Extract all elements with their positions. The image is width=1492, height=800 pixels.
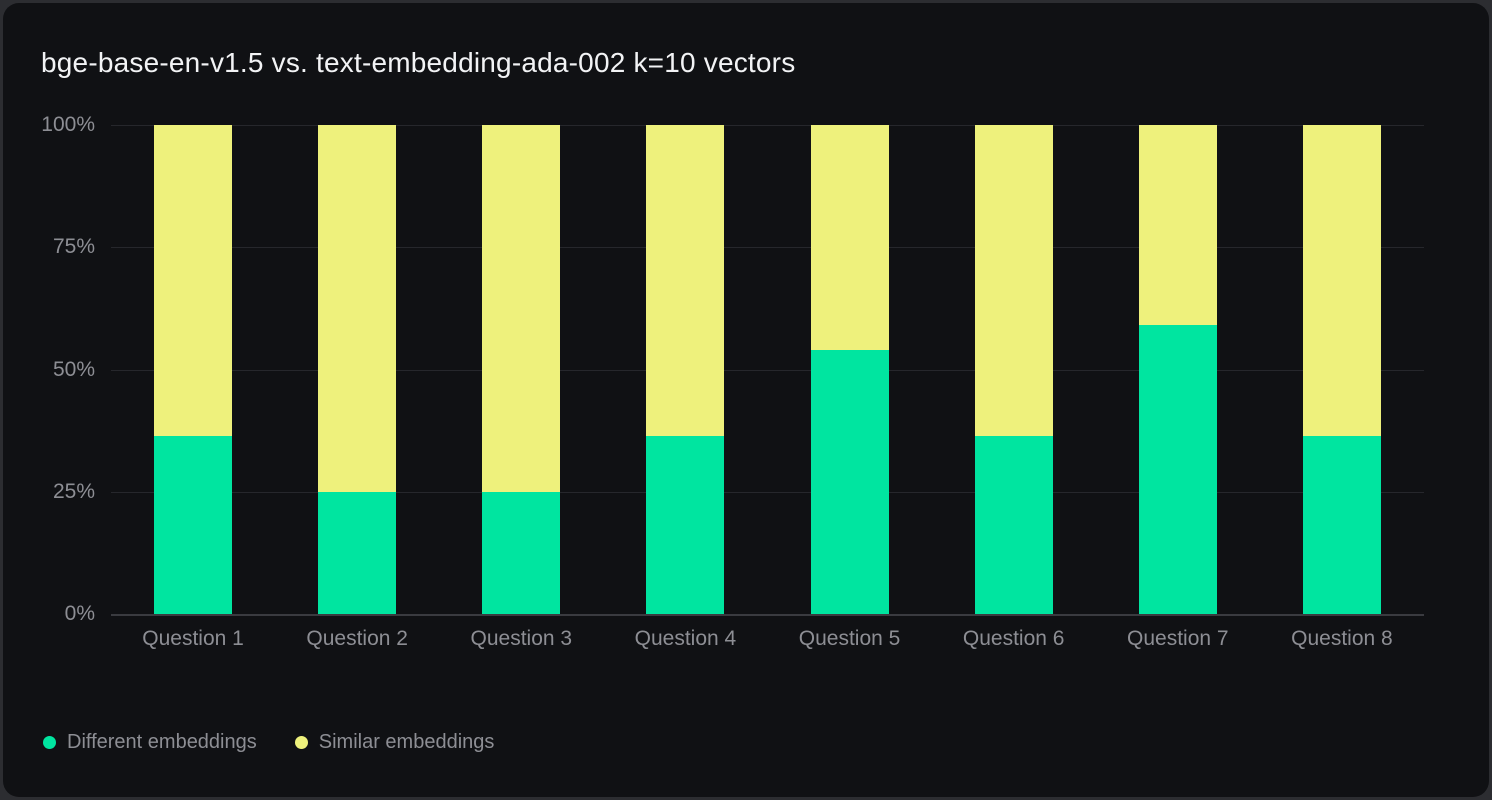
- x-tick-label-q3: Question 3: [470, 627, 573, 650]
- similar-segment-q1[interactable]: [154, 125, 233, 436]
- stacked-bar-q2: [318, 125, 397, 614]
- different-segment-q4[interactable]: [646, 435, 725, 614]
- y-tick-label-0: 0%: [64, 602, 95, 625]
- legend-label: Different embeddings: [67, 730, 257, 753]
- bar-column-q3: [439, 125, 603, 614]
- different-segment-q2[interactable]: [318, 491, 397, 614]
- stacked-bar-q6: [974, 125, 1053, 614]
- x-tick-label-q8: Question 8: [1291, 627, 1393, 650]
- x-tick-label-q1: Question 1: [142, 627, 244, 650]
- x-tick-label-q7: Question 7: [1127, 627, 1229, 650]
- similar-segment-q5[interactable]: [810, 125, 889, 350]
- similar-segment-q6[interactable]: [974, 125, 1053, 436]
- legend-dot-icon: [43, 735, 56, 749]
- different-segment-q8[interactable]: [1302, 435, 1381, 614]
- gridline-25: [111, 491, 1424, 493]
- different-segment-q1[interactable]: [154, 435, 233, 614]
- legend: Different embeddings Similar embeddings: [43, 730, 1489, 754]
- similar-segment-q4[interactable]: [646, 125, 725, 436]
- bar-column-q4: [603, 125, 767, 614]
- bar-column-q1: [111, 125, 275, 614]
- chart-title: bge-base-en-v1.5 vs. text-embedding-ada-…: [41, 47, 796, 78]
- y-tick-label-50: 50%: [52, 357, 95, 381]
- legend-item-similar-embeddings[interactable]: Similar embeddings: [294, 730, 495, 754]
- bar-column-q7: [1096, 125, 1260, 614]
- chart-card: bge-base-en-v1.5 vs. text-embedding-ada-…: [3, 3, 1489, 797]
- bar-column-q2: [275, 125, 439, 614]
- gridline-100: [111, 125, 1424, 126]
- bar-column-q6: [932, 125, 1096, 614]
- stacked-bar-q8: [1302, 125, 1381, 614]
- different-segment-q6[interactable]: [974, 435, 1053, 614]
- y-tick-label-25: 25%: [52, 479, 95, 503]
- x-tick-label-q6: Question 6: [962, 627, 1065, 650]
- different-segment-q3[interactable]: [482, 491, 561, 614]
- plot-area: 100% 75% 50% 25% 0%: [41, 113, 1424, 625]
- bar-column-q8: [1260, 125, 1424, 614]
- x-tick-label-q2: Question 2: [306, 627, 408, 650]
- stacked-bar-q1: [154, 125, 233, 614]
- x-tick-label-q4: Question 4: [634, 627, 737, 650]
- stacked-bar-q7: [1138, 125, 1217, 614]
- similar-segment-q7[interactable]: [1138, 125, 1217, 326]
- legend-dot-icon: [294, 735, 308, 749]
- gridline-50: [111, 369, 1424, 371]
- y-tick-label-100: 100%: [41, 113, 95, 136]
- x-axis-labels: Question 1 Question 2 Question 3 Questio…: [111, 624, 1424, 654]
- similar-segment-q8[interactable]: [1302, 125, 1381, 436]
- different-segment-q5[interactable]: [810, 349, 889, 614]
- stacked-bar-q5: [810, 125, 889, 614]
- similar-segment-q3[interactable]: [482, 125, 561, 492]
- different-segment-q7[interactable]: [1138, 325, 1217, 614]
- legend-item-different-embeddings[interactable]: Different embeddings: [43, 731, 257, 754]
- stacked-bar-q4: [646, 125, 725, 614]
- legend-label: Similar embeddings: [318, 730, 495, 753]
- similar-segment-q2[interactable]: [318, 125, 397, 492]
- y-tick-label-75: 75%: [52, 235, 95, 259]
- gridline-75: [111, 247, 1424, 249]
- x-tick-label-q5: Question 5: [798, 627, 901, 650]
- bar-column-q5: [768, 125, 932, 614]
- x-axis-line: [111, 614, 1424, 616]
- stacked-bar-q3: [482, 125, 561, 614]
- bars-group: [111, 125, 1424, 614]
